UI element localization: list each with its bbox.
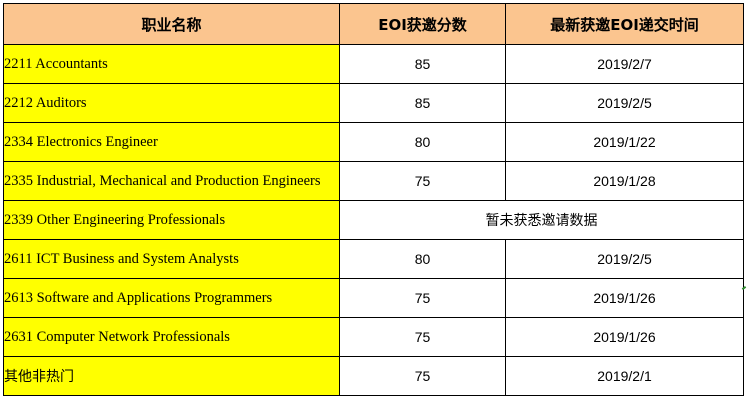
occupation-cell[interactable]: 其他非热门 bbox=[3, 356, 340, 396]
table-row: 2335 Industrial, Mechanical and Producti… bbox=[3, 161, 744, 201]
header-occupation: 职业名称 bbox=[3, 3, 340, 45]
occupation-cell[interactable]: 2211 Accountants bbox=[3, 44, 340, 84]
date-cell[interactable]: 2019/1/26 bbox=[505, 278, 744, 318]
date-cell[interactable]: 2019/1/28 bbox=[505, 161, 744, 201]
table-row: 2334 Electronics Engineer 80 2019/1/22 bbox=[3, 122, 744, 162]
table-row: 2212 Auditors 85 2019/2/5 bbox=[3, 83, 744, 123]
occupation-cell[interactable]: 2613 Software and Applications Programme… bbox=[3, 278, 340, 318]
merged-note-cell[interactable]: 暂未获悉邀请数据 bbox=[339, 200, 744, 240]
date-cell[interactable]: 2019/2/7 bbox=[505, 44, 744, 84]
selection-handle-mark bbox=[741, 286, 747, 290]
date-cell[interactable]: 2019/2/5 bbox=[505, 83, 744, 123]
score-cell[interactable]: 75 bbox=[339, 317, 506, 357]
header-latest-submit-date: 最新获邀EOI递交时间 bbox=[505, 3, 744, 45]
spreadsheet: 职业名称 EOI获邀分数 最新获邀EOI递交时间 2211 Accountant… bbox=[3, 3, 744, 396]
table-row: 2631 Computer Network Professionals 75 2… bbox=[3, 317, 744, 357]
occupation-cell[interactable]: 2631 Computer Network Professionals bbox=[3, 317, 340, 357]
score-cell[interactable]: 85 bbox=[339, 44, 506, 84]
table-row: 其他非热门 75 2019/2/1 bbox=[3, 356, 744, 396]
date-cell[interactable]: 2019/2/1 bbox=[505, 356, 744, 396]
score-cell[interactable]: 75 bbox=[339, 161, 506, 201]
header-row: 职业名称 EOI获邀分数 最新获邀EOI递交时间 bbox=[3, 3, 744, 45]
date-cell[interactable]: 2019/1/22 bbox=[505, 122, 744, 162]
score-cell[interactable]: 75 bbox=[339, 356, 506, 396]
date-cell[interactable]: 2019/1/26 bbox=[505, 317, 744, 357]
header-eoi-score: EOI获邀分数 bbox=[339, 3, 506, 45]
date-cell[interactable]: 2019/2/5 bbox=[505, 239, 744, 279]
occupation-cell[interactable]: 2339 Other Engineering Professionals bbox=[3, 200, 340, 240]
table-row: 2211 Accountants 85 2019/2/7 bbox=[3, 44, 744, 84]
table-row: 2613 Software and Applications Programme… bbox=[3, 278, 744, 318]
eoi-invitation-table: 职业名称 EOI获邀分数 最新获邀EOI递交时间 2211 Accountant… bbox=[3, 3, 744, 396]
occupation-cell[interactable]: 2611 ICT Business and System Analysts bbox=[3, 239, 340, 279]
table-row: 2611 ICT Business and System Analysts 80… bbox=[3, 239, 744, 279]
score-cell[interactable]: 80 bbox=[339, 239, 506, 279]
occupation-cell[interactable]: 2335 Industrial, Mechanical and Producti… bbox=[3, 161, 340, 201]
score-cell[interactable]: 85 bbox=[339, 83, 506, 123]
table-row: 2339 Other Engineering Professionals 暂未获… bbox=[3, 200, 744, 240]
score-cell[interactable]: 80 bbox=[339, 122, 506, 162]
occupation-cell[interactable]: 2334 Electronics Engineer bbox=[3, 122, 340, 162]
occupation-cell[interactable]: 2212 Auditors bbox=[3, 83, 340, 123]
score-cell[interactable]: 75 bbox=[339, 278, 506, 318]
